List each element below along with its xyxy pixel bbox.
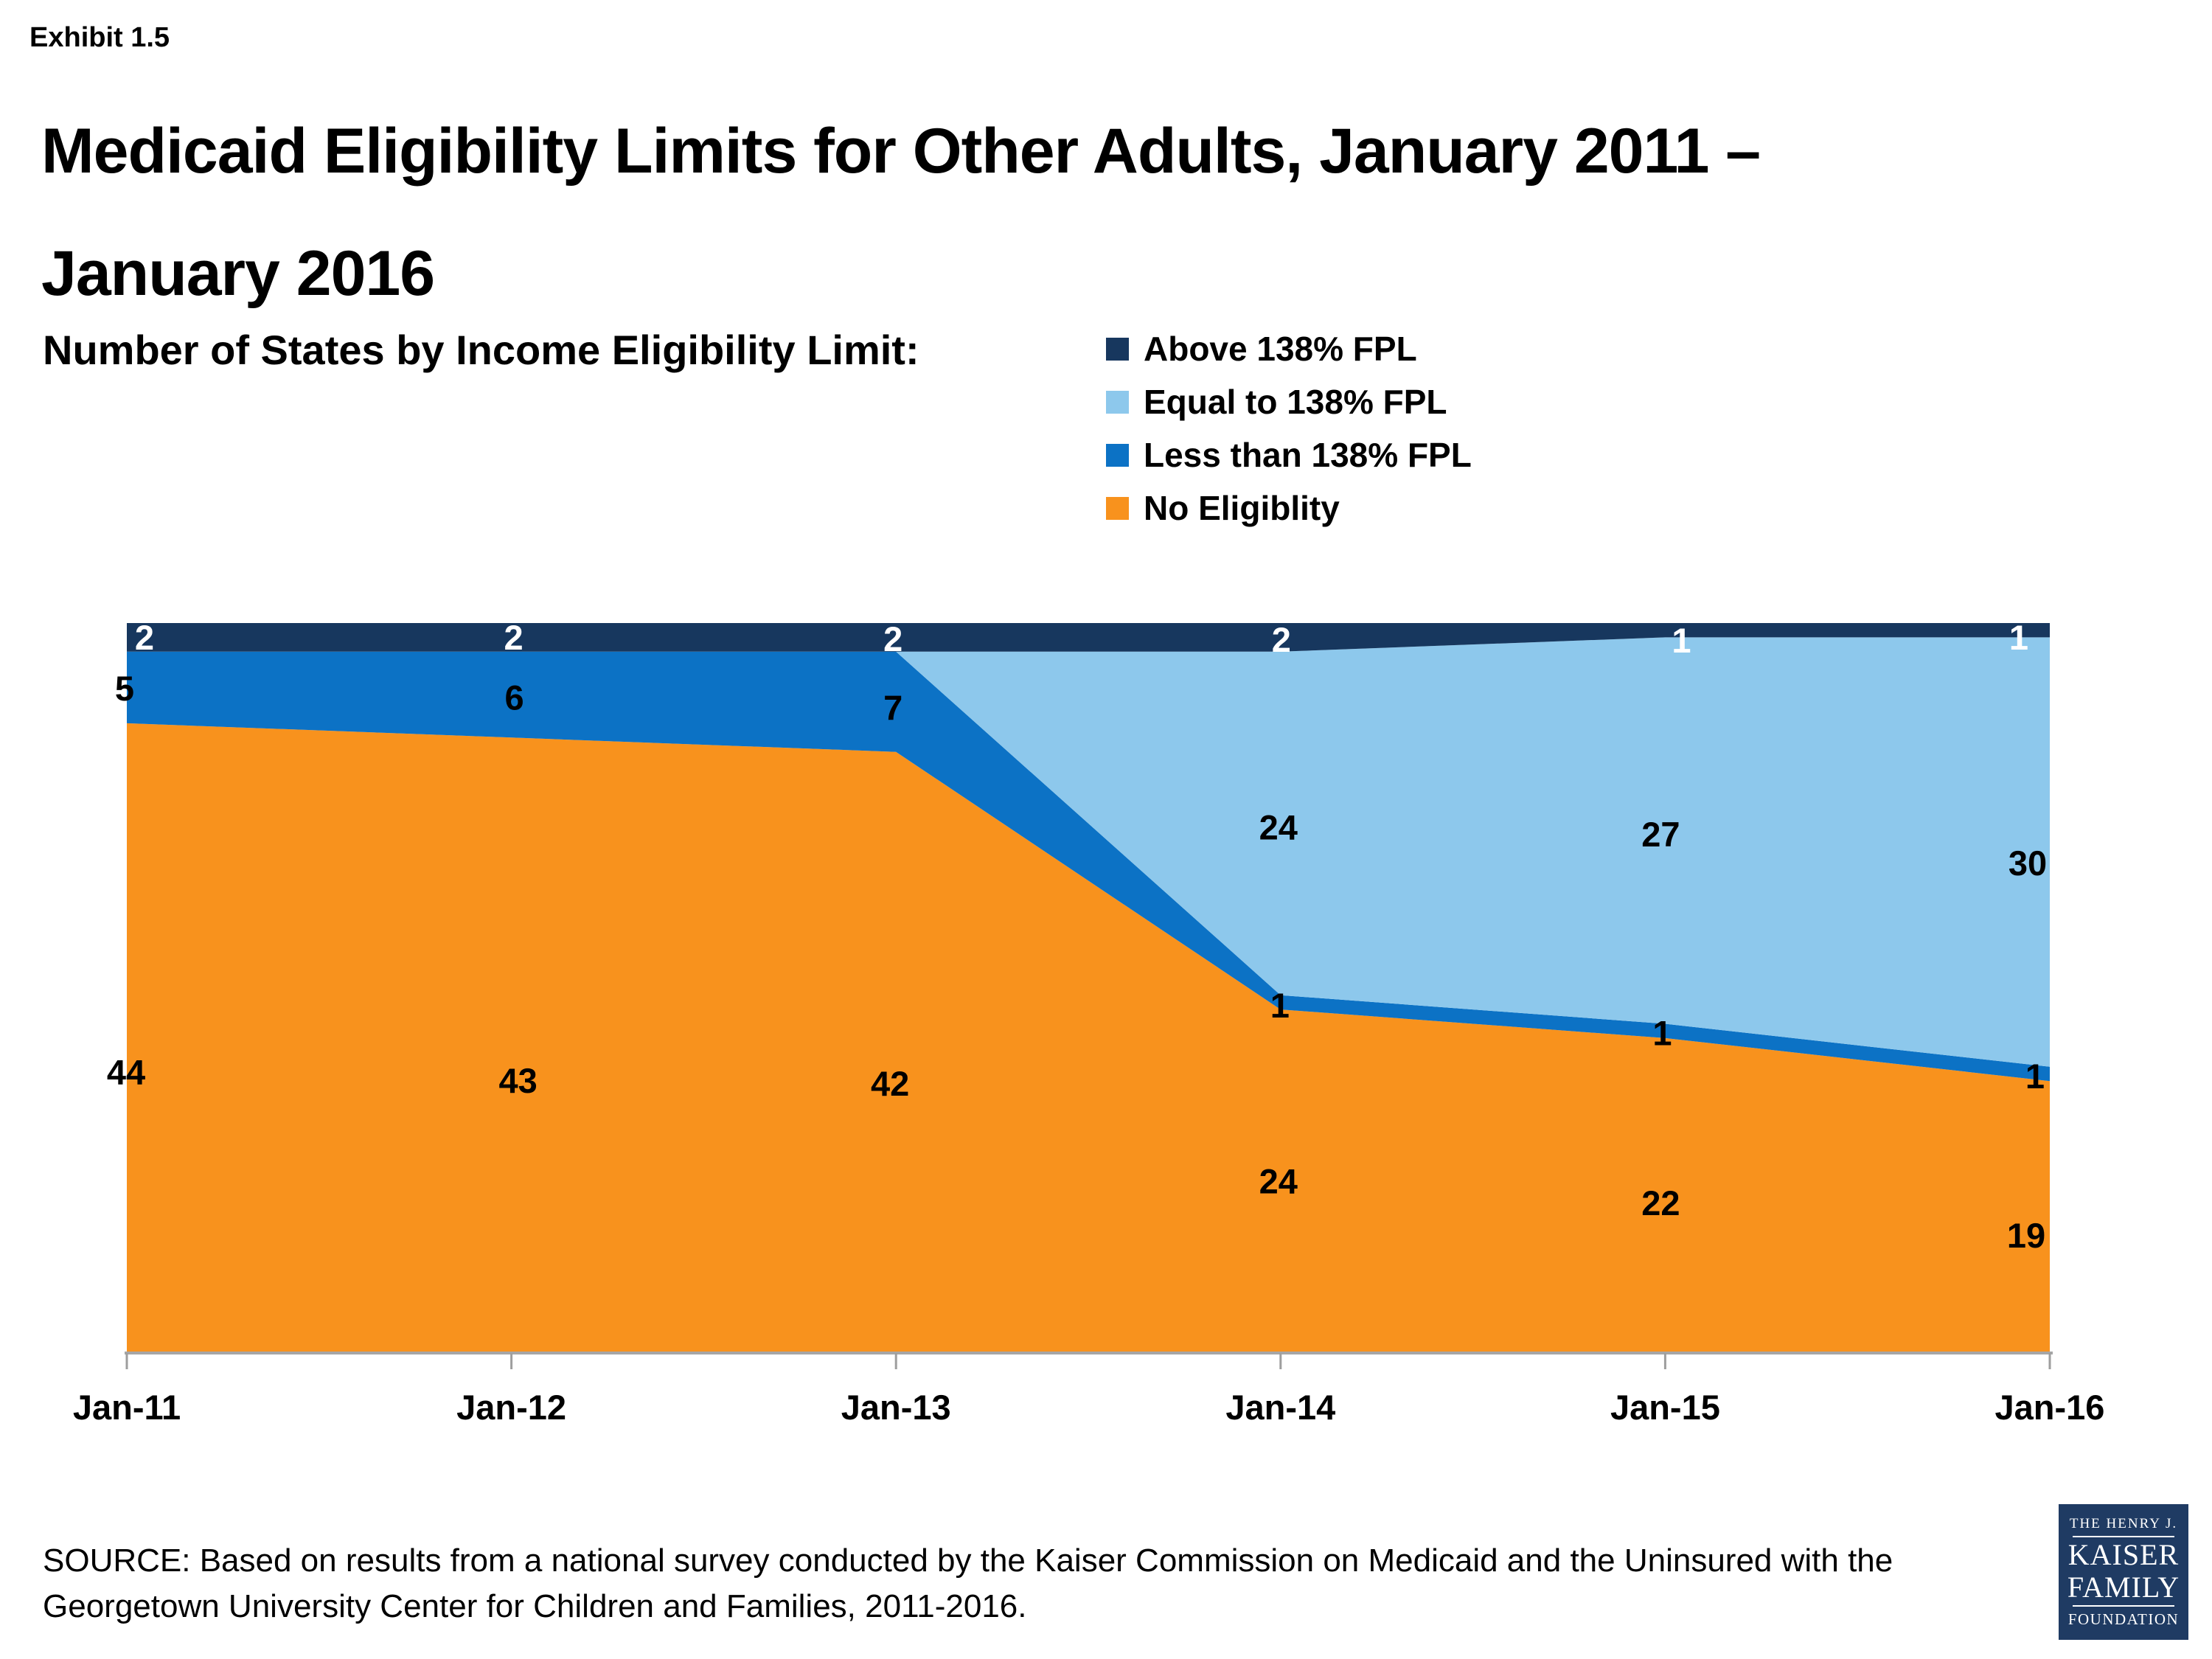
source-line2: Georgetown University Center for Childre… bbox=[43, 1588, 1027, 1624]
data-label-no_elig-Jan-14: 24 bbox=[1259, 1162, 1298, 1201]
data-label-no_elig-Jan-15: 22 bbox=[1641, 1183, 1680, 1222]
x-axis-label-Jan-12: Jan-12 bbox=[456, 1388, 566, 1427]
legend: Above 138% FPL Equal to 138% FPL Less th… bbox=[1106, 330, 1472, 527]
legend-label: Less than 138% FPL bbox=[1144, 436, 1472, 474]
data-label-above-Jan-15: 1 bbox=[1672, 621, 1691, 660]
kff-logo-rule bbox=[2073, 1604, 2174, 1607]
data-label-above-Jan-11: 2 bbox=[135, 618, 154, 657]
data-label-no_elig-Jan-13: 42 bbox=[871, 1064, 909, 1103]
exhibit-label: Exhibit 1.5 bbox=[29, 22, 170, 53]
x-axis-label-Jan-14: Jan-14 bbox=[1225, 1388, 1335, 1427]
area-above bbox=[127, 623, 2050, 652]
data-label-less-Jan-12: 6 bbox=[505, 678, 524, 717]
kff-logo-line2: KAISER bbox=[2067, 1537, 2180, 1571]
legend-item-less-138: Less than 138% FPL bbox=[1106, 436, 1472, 474]
data-label-less-Jan-16: 1 bbox=[2025, 1057, 2045, 1096]
legend-label: Equal to 138% FPL bbox=[1144, 383, 1447, 421]
legend-item-above-138: Above 138% FPL bbox=[1106, 330, 1472, 368]
area-no_elig bbox=[127, 723, 2050, 1353]
x-axis-label-Jan-15: Jan-15 bbox=[1610, 1388, 1720, 1427]
data-label-less-Jan-14: 1 bbox=[1270, 986, 1290, 1025]
legend-item-equal-138: Equal to 138% FPL bbox=[1106, 383, 1472, 421]
legend-swatch-above-138-icon bbox=[1106, 337, 1129, 361]
area-less bbox=[127, 651, 2050, 1082]
legend-label: Above 138% FPL bbox=[1144, 330, 1417, 368]
data-label-less-Jan-15: 1 bbox=[1652, 1014, 1672, 1053]
source-line1: SOURCE: Based on results from a national… bbox=[43, 1543, 1893, 1579]
chart-subtitle: Number of States by Income Eligibility L… bbox=[43, 327, 919, 373]
data-label-no_elig-Jan-12: 43 bbox=[498, 1061, 537, 1100]
legend-swatch-equal-138-icon bbox=[1106, 390, 1129, 414]
x-axis-label-Jan-16: Jan-16 bbox=[1995, 1388, 2105, 1427]
data-label-no_elig-Jan-16: 19 bbox=[2007, 1216, 2045, 1255]
kff-logo-line4: FOUNDATION bbox=[2067, 1610, 2180, 1628]
page-title-line2: January 2016 bbox=[41, 238, 435, 309]
legend-label: No Eligiblity bbox=[1144, 489, 1340, 527]
x-axis-label-Jan-11: Jan-11 bbox=[73, 1388, 181, 1427]
area-equal bbox=[127, 637, 2050, 1067]
data-label-above-Jan-14: 2 bbox=[1272, 620, 1291, 659]
data-label-less-Jan-11: 5 bbox=[115, 669, 134, 708]
page-title-line1: Medicaid Eligibility Limits for Other Ad… bbox=[41, 116, 1761, 187]
x-axis-label-Jan-13: Jan-13 bbox=[841, 1388, 951, 1427]
kff-logo-line1: THE HENRY J. bbox=[2069, 1515, 2178, 1531]
data-label-equal-Jan-14: 24 bbox=[1259, 807, 1298, 846]
legend-swatch-less-138-icon bbox=[1106, 443, 1129, 467]
legend-swatch-no-eligibility-icon bbox=[1106, 496, 1129, 520]
data-label-equal-Jan-15: 27 bbox=[1641, 815, 1680, 854]
data-label-above-Jan-13: 2 bbox=[883, 619, 902, 658]
source-note: SOURCE: Based on results from a national… bbox=[43, 1538, 2034, 1630]
kff-logo: THE HENRY J. KAISER FAMILY FOUNDATION bbox=[2059, 1504, 2188, 1640]
page-title: Medicaid Eligibility Limits for Other Ad… bbox=[41, 90, 2202, 335]
kff-logo-rule bbox=[2073, 1535, 2174, 1537]
data-label-no_elig-Jan-11: 44 bbox=[107, 1052, 145, 1091]
data-label-above-Jan-12: 2 bbox=[504, 618, 524, 657]
legend-item-no-eligibility: No Eligiblity bbox=[1106, 489, 1472, 527]
kff-logo-line3: FAMILY bbox=[2067, 1570, 2180, 1604]
data-label-above-Jan-16: 1 bbox=[2009, 618, 2028, 657]
data-label-less-Jan-13: 7 bbox=[883, 688, 902, 727]
data-label-equal-Jan-16: 30 bbox=[2008, 844, 2047, 883]
